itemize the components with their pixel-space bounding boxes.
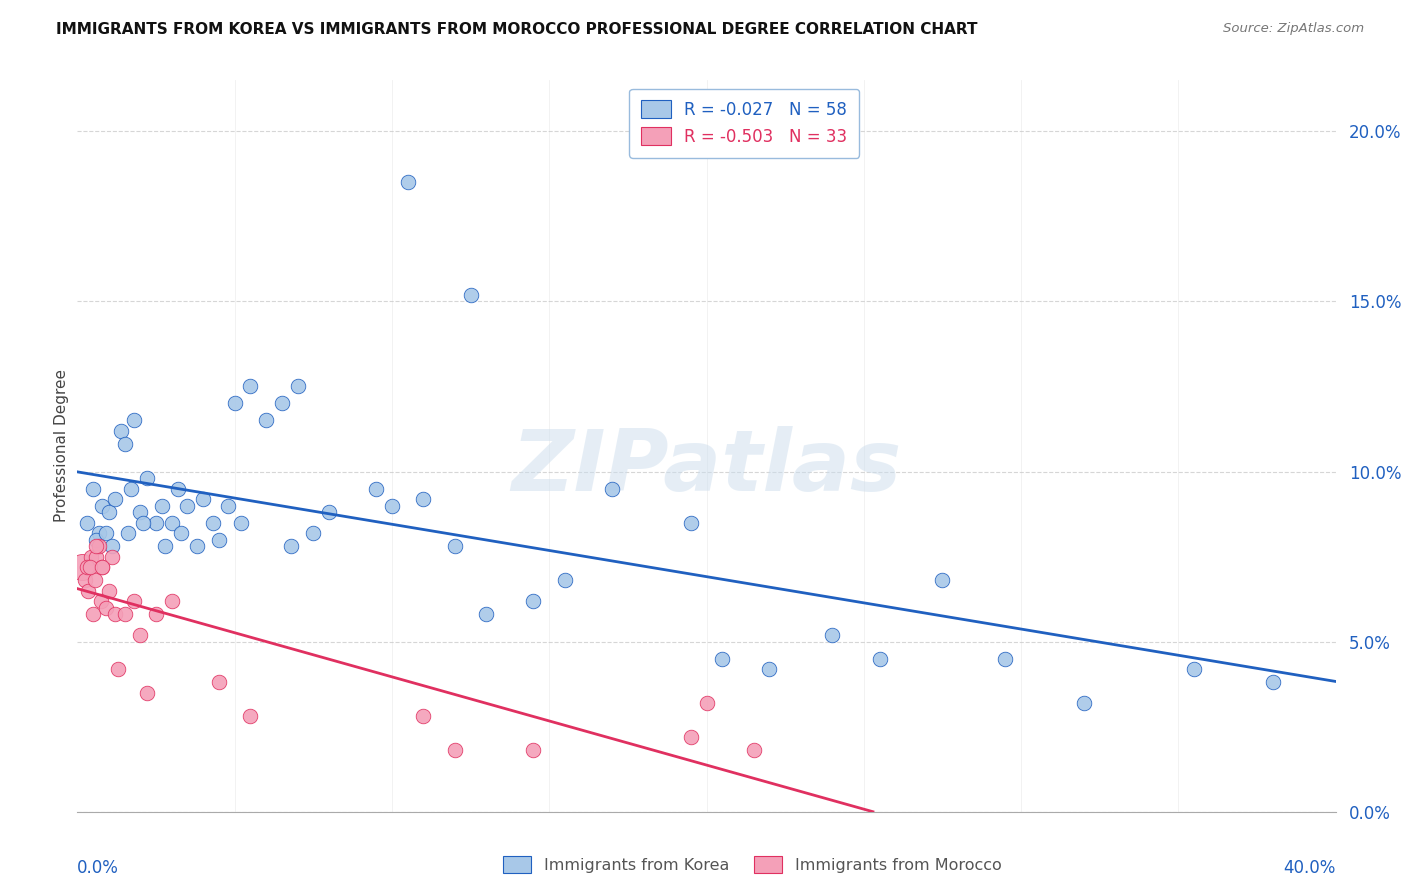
Point: [80, 549, 103, 564]
Text: 0.0%: 0.0%: [77, 859, 120, 877]
Point: [167, 482, 190, 496]
Point: [117, 525, 139, 540]
Text: ZIPatlas: ZIPatlas: [512, 426, 901, 509]
Point: [76, 559, 98, 574]
Point: [150, 499, 173, 513]
Point: [90, 594, 112, 608]
Point: [122, 594, 145, 608]
Point: [160, 594, 183, 608]
Point: [104, 607, 127, 622]
Point: [396, 175, 419, 189]
Point: [679, 730, 702, 744]
Point: [302, 525, 325, 540]
Point: [82, 482, 104, 496]
Point: [224, 396, 246, 410]
Text: IMMIGRANTS FROM KOREA VS IMMIGRANTS FROM MOROCCO PROFESSIONAL DEGREE CORRELATION: IMMIGRANTS FROM KOREA VS IMMIGRANTS FROM…: [56, 22, 977, 37]
Point: [101, 540, 124, 554]
Point: [70, 559, 93, 574]
Point: [1261, 675, 1284, 690]
Point: [600, 482, 623, 496]
Point: [931, 574, 953, 588]
Point: [122, 413, 145, 427]
Point: [91, 559, 114, 574]
Point: [91, 559, 114, 574]
Point: [208, 533, 231, 547]
Point: [1182, 662, 1205, 676]
Point: [94, 600, 117, 615]
Point: [145, 516, 167, 530]
Point: [84, 533, 107, 547]
Point: [89, 525, 111, 540]
Point: [229, 516, 252, 530]
Point: [104, 491, 127, 506]
Point: [444, 540, 467, 554]
Point: [381, 499, 404, 513]
Point: [101, 549, 124, 564]
Point: [135, 471, 157, 485]
Point: [412, 709, 434, 723]
Point: [366, 482, 388, 496]
Point: [475, 607, 498, 622]
Point: [114, 607, 136, 622]
Point: [412, 491, 434, 506]
Point: [522, 743, 544, 757]
Point: [679, 516, 702, 530]
Point: [129, 628, 152, 642]
Point: [129, 505, 152, 519]
Point: [120, 482, 142, 496]
Point: [160, 516, 183, 530]
Point: [114, 437, 136, 451]
Point: [77, 583, 100, 598]
Legend: Immigrants from Korea, Immigrants from Morocco: Immigrants from Korea, Immigrants from M…: [496, 849, 1008, 880]
Point: [84, 540, 107, 554]
Point: [145, 607, 167, 622]
Text: Source: ZipAtlas.com: Source: ZipAtlas.com: [1223, 22, 1364, 36]
Point: [318, 505, 340, 519]
Point: [79, 559, 101, 574]
Point: [217, 499, 239, 513]
Point: [84, 549, 107, 564]
Point: [135, 686, 157, 700]
Point: [107, 662, 129, 676]
Point: [94, 525, 117, 540]
Y-axis label: Professional Degree: Professional Degree: [53, 369, 69, 523]
Point: [460, 287, 482, 301]
Point: [522, 594, 544, 608]
Point: [1073, 696, 1095, 710]
Point: [110, 424, 132, 438]
Point: [82, 607, 104, 622]
Point: [254, 413, 277, 427]
Point: [191, 491, 215, 506]
Point: [170, 525, 193, 540]
Point: [444, 743, 467, 757]
Point: [821, 628, 844, 642]
Point: [89, 540, 111, 554]
Point: [97, 583, 120, 598]
Point: [554, 574, 576, 588]
Point: [186, 540, 208, 554]
Text: 40.0%: 40.0%: [1284, 859, 1336, 877]
Point: [239, 709, 262, 723]
Legend: R = -0.027   N = 58, R = -0.503   N = 33: R = -0.027 N = 58, R = -0.503 N = 33: [630, 88, 859, 158]
Point: [994, 651, 1017, 665]
Point: [280, 540, 302, 554]
Point: [696, 696, 718, 710]
Point: [239, 379, 262, 393]
Point: [155, 540, 177, 554]
Point: [742, 743, 765, 757]
Point: [287, 379, 309, 393]
Point: [75, 574, 97, 588]
Point: [270, 396, 292, 410]
Point: [869, 651, 891, 665]
Point: [176, 499, 198, 513]
Point: [711, 651, 734, 665]
Point: [208, 675, 231, 690]
Point: [758, 662, 780, 676]
Point: [91, 499, 114, 513]
Point: [76, 516, 98, 530]
Point: [132, 516, 155, 530]
Point: [201, 516, 224, 530]
Point: [83, 574, 105, 588]
Point: [97, 505, 120, 519]
